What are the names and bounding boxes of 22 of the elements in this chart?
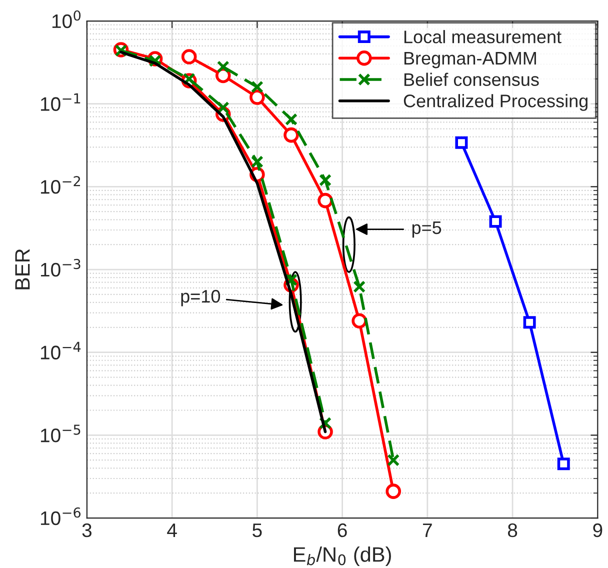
x-tick-label: 8: [508, 523, 518, 538]
legend-label: Centralized Processing: [404, 94, 588, 111]
x-tick-label: 3: [82, 523, 92, 538]
y-tick-label: 10$^{−1}$: [40, 93, 80, 111]
annotation: p=5: [412, 222, 442, 238]
y-tick-label: 10$^{0}$: [52, 10, 81, 28]
y-tick-label: 10$^{−3}$: [40, 258, 80, 277]
y-tick-label: 10$^{−2}$: [40, 176, 80, 194]
y-tick-label: 10$^{−6}$: [40, 507, 81, 526]
legend-label: Bregman-ADMM: [404, 52, 536, 68]
y-axis-title: BER: [15, 249, 30, 290]
x-tick-label: 5: [252, 524, 262, 538]
legend-label: Local measurement: [404, 30, 562, 44]
x-tick-label: 7: [423, 524, 432, 537]
annotation: p=10: [181, 290, 220, 306]
y-tick-label: 10$^{−4}$: [40, 342, 81, 360]
x-tick-label: 6: [338, 523, 347, 538]
x-axis-title: E$_{b}$/N$_{0}$ (dB): [294, 546, 391, 566]
x-tick-label: 4: [167, 524, 177, 537]
x-tick-label: 9: [593, 523, 602, 538]
legend-label: Belief consensus: [404, 72, 539, 86]
y-tick-label: 10$^{−5}$: [40, 424, 80, 442]
